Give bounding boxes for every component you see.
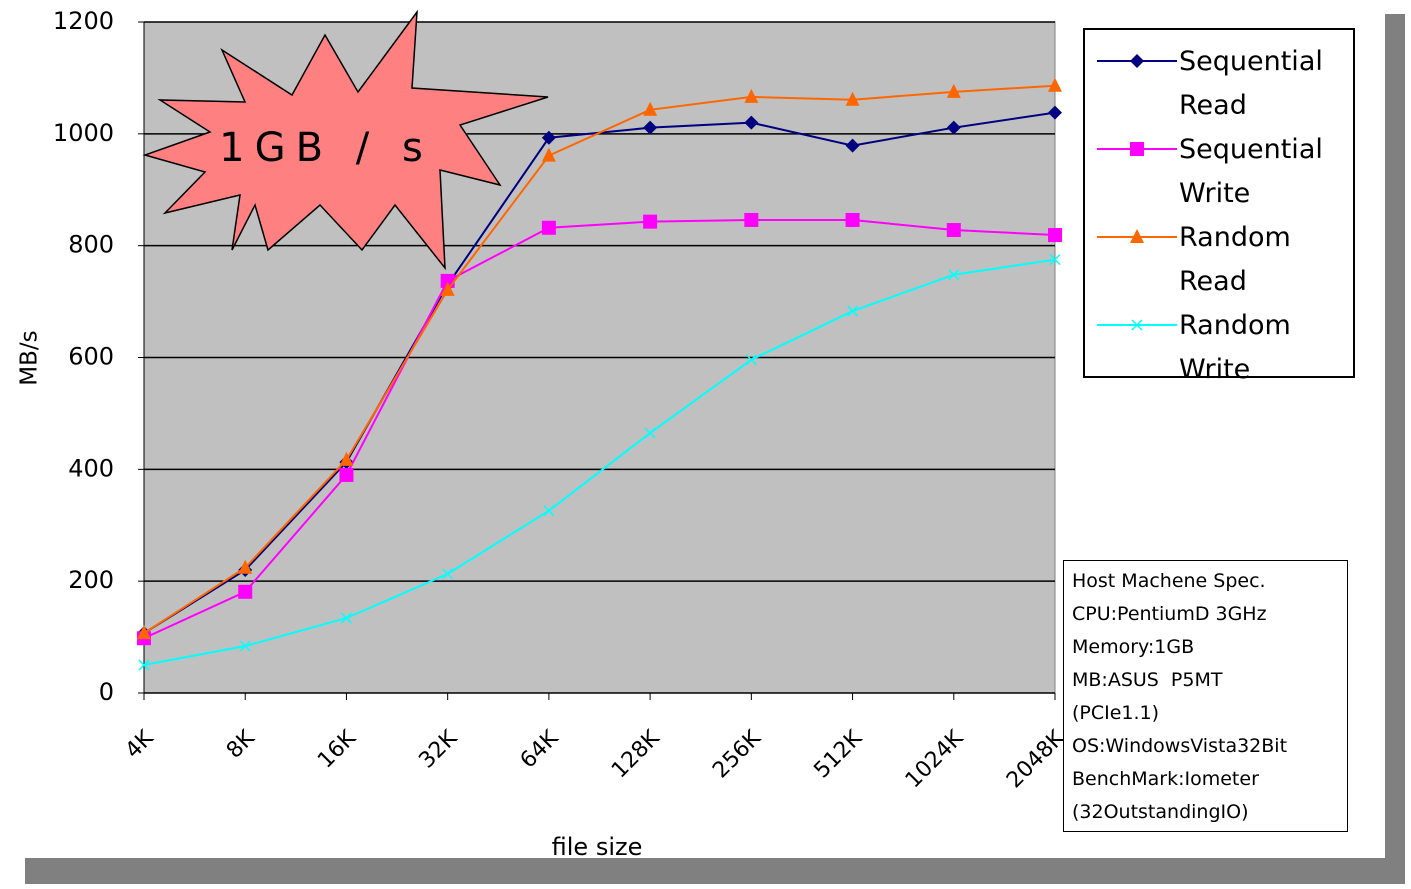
data-point bbox=[643, 101, 658, 116]
y-tick-label: 800 bbox=[68, 231, 114, 259]
x-tick-label: 32K bbox=[414, 725, 462, 773]
series-line bbox=[143, 258, 1056, 667]
data-point bbox=[1048, 105, 1062, 120]
spec-line: Memory:1GB bbox=[1072, 636, 1195, 658]
data-point bbox=[1049, 254, 1061, 266]
series-line bbox=[143, 84, 1056, 635]
data-point bbox=[1048, 228, 1062, 243]
spec-line: CPU:PentiumD 3GHz bbox=[1072, 603, 1267, 625]
data-point bbox=[643, 120, 658, 135]
data-point bbox=[644, 427, 656, 439]
legend: Sequential Read Sequential Write Random Re… bbox=[1083, 28, 1355, 385]
y-tick-label: 400 bbox=[68, 454, 114, 482]
x-tick-label: 1024K bbox=[901, 725, 969, 793]
data-point bbox=[946, 120, 961, 135]
data-point bbox=[845, 138, 860, 153]
legend-marker bbox=[1130, 142, 1144, 156]
shadow bbox=[25, 858, 1405, 884]
data-point bbox=[1048, 77, 1062, 92]
spec-line: Host Machene Spec. bbox=[1072, 570, 1266, 592]
spec-line: MB:ASUS P5MT bbox=[1072, 669, 1223, 691]
legend-swatch bbox=[1097, 54, 1177, 68]
x-tick-label: 64K bbox=[516, 725, 564, 773]
data-point bbox=[948, 269, 960, 281]
legend-swatch bbox=[1097, 319, 1177, 331]
data-point bbox=[847, 305, 859, 317]
spec-line: (PCIe1.1) bbox=[1072, 702, 1160, 724]
legend-label: Random Write bbox=[1179, 310, 1291, 385]
data-point bbox=[946, 83, 961, 98]
x-tick-label: 4K bbox=[121, 725, 159, 763]
x-tick-label: 512K bbox=[809, 725, 867, 783]
legend-swatch bbox=[1097, 142, 1177, 156]
series-line bbox=[143, 218, 1056, 640]
legend-label: Sequential Write bbox=[1179, 134, 1323, 209]
data-point bbox=[845, 212, 860, 227]
data-point bbox=[238, 559, 253, 574]
spec-line: (32OutstandingIO) bbox=[1072, 801, 1249, 823]
data-point bbox=[340, 612, 352, 624]
data-point bbox=[138, 659, 150, 671]
data-point bbox=[744, 88, 759, 103]
legend-marker bbox=[1130, 229, 1144, 243]
y-tick-label: 200 bbox=[68, 566, 114, 594]
x-tick-label: 2048K bbox=[1002, 725, 1070, 793]
data-point bbox=[339, 451, 354, 466]
x-tick-label: 256K bbox=[708, 725, 766, 783]
legend-label: Random Read bbox=[1179, 222, 1291, 297]
legend-item: Sequential Write bbox=[1085, 124, 1355, 212]
data-point bbox=[339, 467, 354, 482]
y-axis-title: MB/s bbox=[17, 330, 43, 385]
x-tick-label: 128K bbox=[607, 725, 665, 783]
data-point bbox=[442, 568, 454, 580]
data-point bbox=[745, 354, 757, 366]
legend-label: Sequential Read bbox=[1179, 46, 1323, 121]
x-tick-label: 8K bbox=[222, 725, 260, 763]
data-point bbox=[643, 214, 658, 229]
x-tick-label: 16K bbox=[313, 725, 361, 773]
data-point bbox=[744, 212, 759, 227]
legend-marker bbox=[1130, 54, 1144, 68]
y-tick-label: 0 bbox=[99, 678, 114, 706]
data-point bbox=[744, 115, 759, 130]
data-point bbox=[946, 223, 961, 238]
data-point bbox=[845, 91, 860, 106]
legend-item: Random Read bbox=[1085, 212, 1355, 300]
legend-swatch bbox=[1097, 229, 1177, 243]
y-tick-label: 1200 bbox=[53, 7, 114, 35]
data-point bbox=[440, 281, 455, 296]
data-point bbox=[541, 220, 556, 235]
data-point bbox=[543, 505, 555, 517]
spec-line: OS:WindowsVista32Bit bbox=[1072, 735, 1288, 757]
spec-line: BenchMark:Iometer bbox=[1072, 768, 1259, 790]
y-tick-label: 1000 bbox=[53, 119, 114, 147]
legend-item: Sequential Read bbox=[1085, 36, 1355, 124]
shadow bbox=[1385, 14, 1405, 884]
data-point bbox=[238, 584, 253, 599]
data-point bbox=[137, 625, 151, 640]
y-tick-label: 600 bbox=[68, 343, 114, 371]
data-point bbox=[239, 640, 251, 652]
spec-box: Host Machene Spec. CPU:PentiumD 3GHz Memor… bbox=[1063, 560, 1348, 832]
x-axis-title: file size bbox=[552, 833, 643, 861]
legend-item: Random Write bbox=[1085, 300, 1355, 388]
legend-marker bbox=[1131, 319, 1143, 331]
